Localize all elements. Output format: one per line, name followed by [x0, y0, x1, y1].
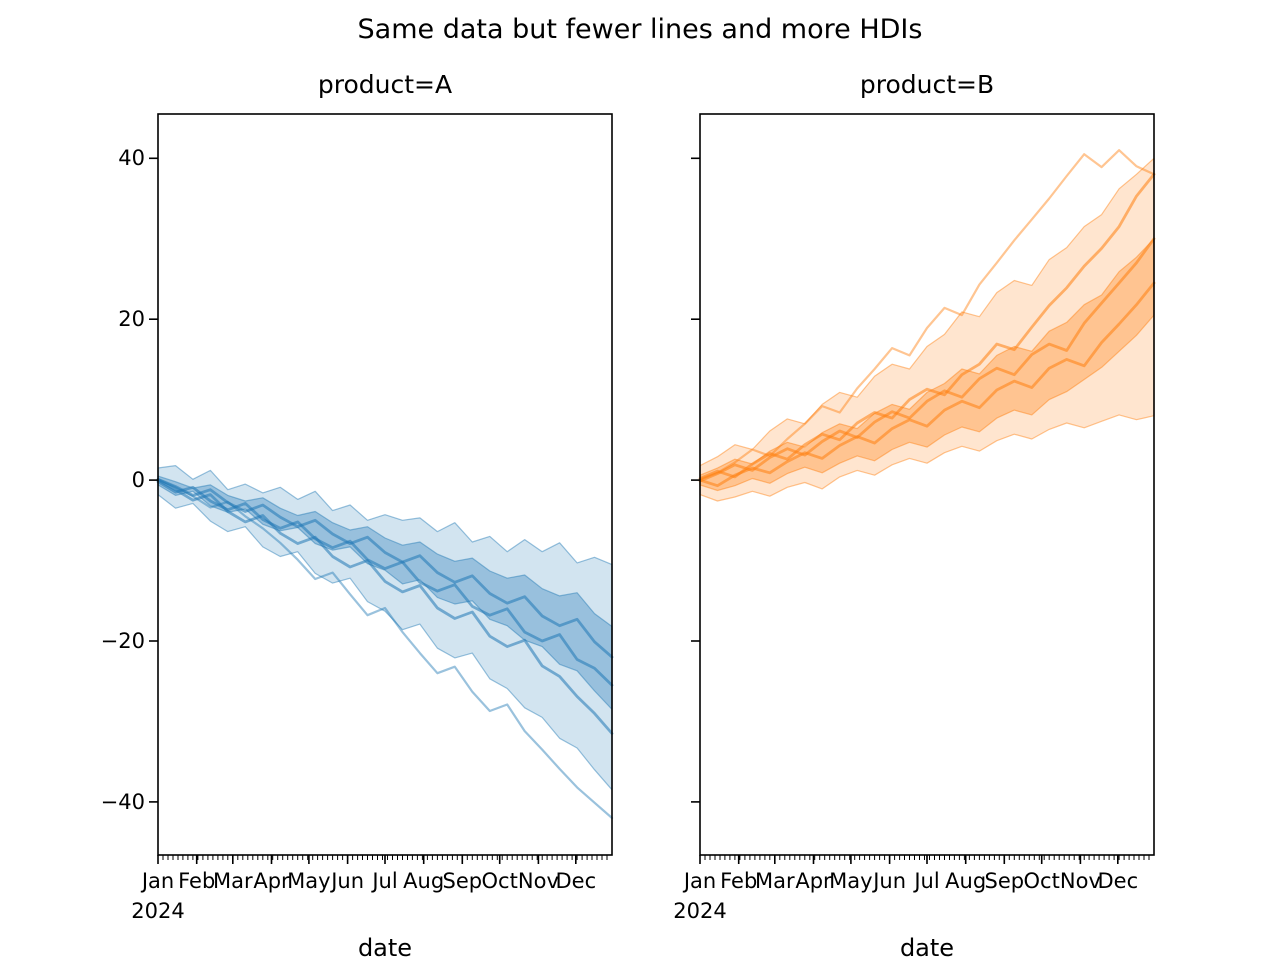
x-tick-label: Jul: [372, 869, 398, 893]
x-tick-label: Mar: [212, 869, 253, 893]
x-tick-label: Dec: [1097, 869, 1139, 893]
y-tick-label: 20: [118, 307, 145, 332]
year-offset-label: 2024: [131, 899, 185, 923]
x-tick-label: Dec: [555, 869, 597, 893]
sample-4-line: [698, 149, 1156, 481]
sample-2-line: [698, 237, 1156, 483]
x-tick-label: Feb: [720, 869, 758, 893]
y-tick-label: −40: [100, 789, 145, 814]
sample-1-line: [156, 477, 614, 659]
x-tick-label: Sep: [984, 869, 1025, 893]
x-axis-label: date: [899, 934, 955, 960]
y-tick-label: −20: [100, 629, 145, 653]
x-tick-label: Sep: [442, 869, 483, 893]
x-tick-label: Apr: [253, 869, 290, 893]
subplot-b-title: product=B: [859, 70, 995, 99]
sample-4-line: [156, 478, 614, 820]
subplot-product-a: product=A 40 20 0 −20 −40 Jan Feb Mar Apr May Jun J…: [101, 70, 614, 960]
x-tick-label: May: [829, 869, 873, 893]
x-tick-label: Jun: [873, 869, 906, 893]
sample-3-line: [156, 478, 614, 735]
x-axis-label: date: [357, 934, 413, 960]
x-tick-label: Jan: [141, 869, 175, 893]
chart-canvas: [149, 113, 614, 864]
x-tick-label: Aug: [403, 869, 445, 893]
x-tick-label: May: [287, 869, 331, 893]
y-tick-label: 40: [118, 146, 145, 171]
x-tick-label: Nov: [1059, 869, 1101, 893]
x-tick-label: Nov: [517, 869, 559, 893]
x-tick-label: Apr: [795, 869, 832, 893]
x-tick-label: Feb: [178, 869, 216, 893]
figure-title: Same data but fewer lines and more HDIs: [357, 14, 923, 45]
x-tick-label: Jan: [683, 869, 717, 893]
subplot-a-title: product=A: [317, 70, 453, 99]
x-tick-label: Oct: [481, 869, 518, 893]
sample-3-line: [698, 281, 1156, 488]
sample-2-line: [156, 480, 614, 687]
axes-spines: [157, 113, 613, 856]
y-tick-label: 0: [131, 468, 145, 493]
x-tick-label: Jul: [914, 869, 940, 893]
x-tick-label: Jun: [331, 869, 364, 893]
year-offset-label: 2024: [673, 899, 727, 923]
chart-canvas: [691, 113, 1156, 864]
x-tick-label: Aug: [945, 869, 987, 893]
x-tick-label: Mar: [754, 869, 795, 893]
subplot-product-b: product=B Jan Feb Mar Apr May Jun Jul Aug Sep Oct…: [673, 70, 1156, 960]
x-tick-label: Oct: [1023, 869, 1060, 893]
